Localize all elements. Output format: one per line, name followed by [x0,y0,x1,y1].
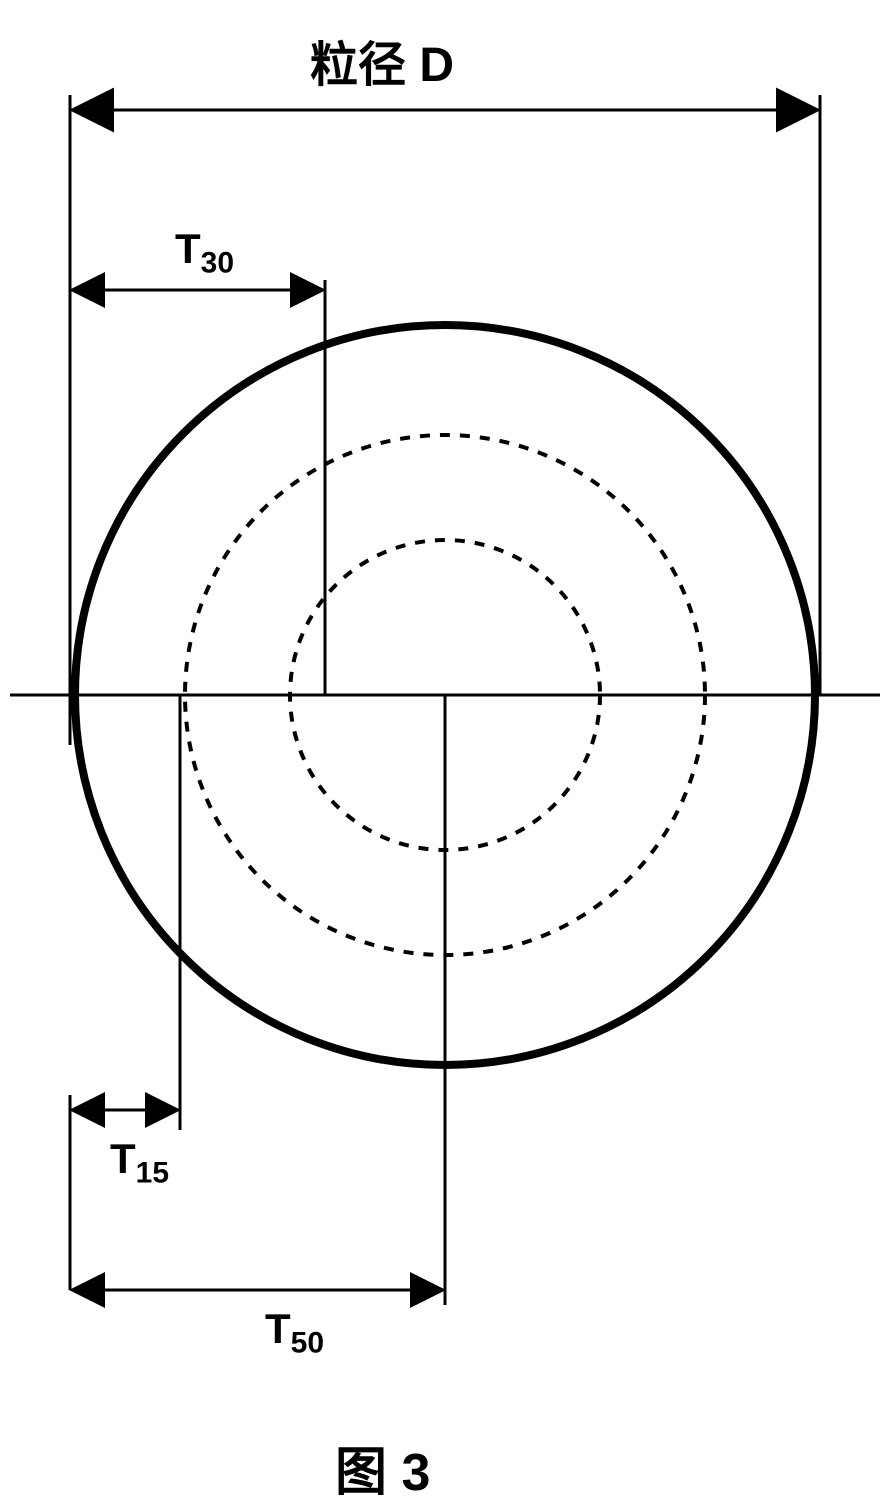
t15-label: T15 [110,1135,169,1190]
t15-sub: 15 [136,1156,169,1189]
t15-text: T [110,1135,136,1182]
t30-sub: 30 [201,246,234,279]
t30-text: T [175,225,201,272]
t50-label: T50 [265,1305,324,1360]
particle-diagram: 粒径 D T30 T15 T50 图 3 [0,0,890,1505]
diagram-svg [0,0,890,1505]
t50-text: T [265,1305,291,1352]
figure-label: 图 3 [335,1430,430,1505]
t30-label: T30 [175,225,234,280]
t50-sub: 50 [291,1326,324,1359]
diameter-label: 粒径 D [310,25,454,95]
